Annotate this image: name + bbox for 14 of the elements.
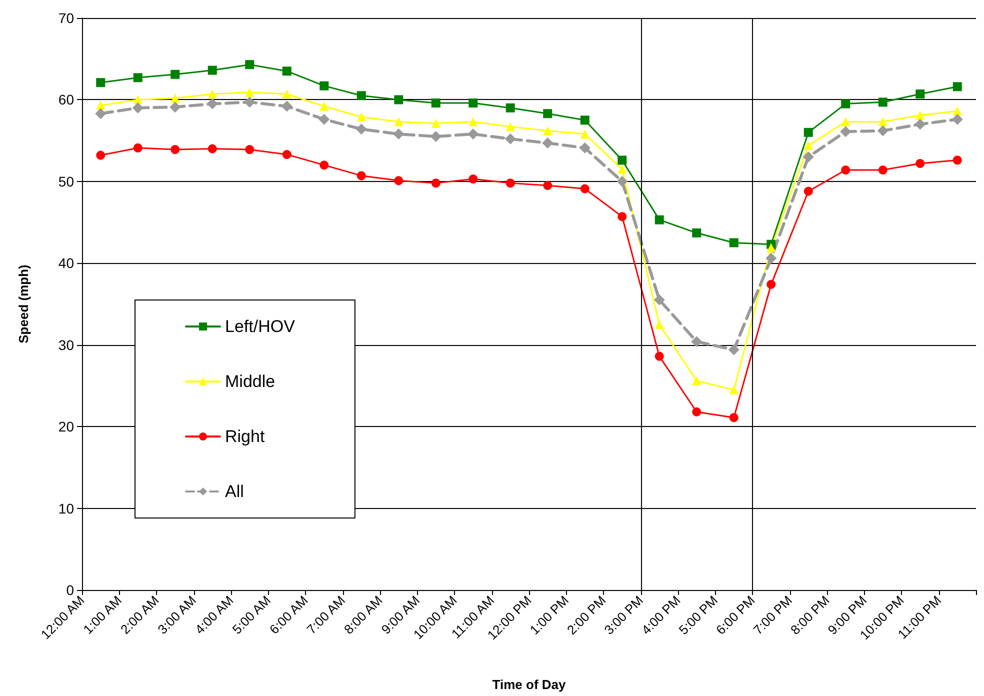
legend-label: All <box>225 482 244 501</box>
x-axis-title: Time of Day <box>492 677 566 692</box>
y-tick-label: 70 <box>58 10 74 26</box>
legend-label: Left/HOV <box>225 317 296 336</box>
legend-label: Middle <box>225 372 276 391</box>
y-axis-title: Speed (mph) <box>16 264 31 344</box>
y-tick-label: 30 <box>58 336 74 353</box>
y-tick-label: 60 <box>58 92 74 108</box>
y-tick-label: 10 <box>58 500 74 516</box>
y-tick-label: 0 <box>66 582 74 598</box>
legend-label: Right <box>225 427 265 446</box>
y-tick-label: 20 <box>58 418 74 435</box>
y-tick-label: 40 <box>58 255 74 272</box>
y-tick-label: 50 <box>58 173 74 190</box>
